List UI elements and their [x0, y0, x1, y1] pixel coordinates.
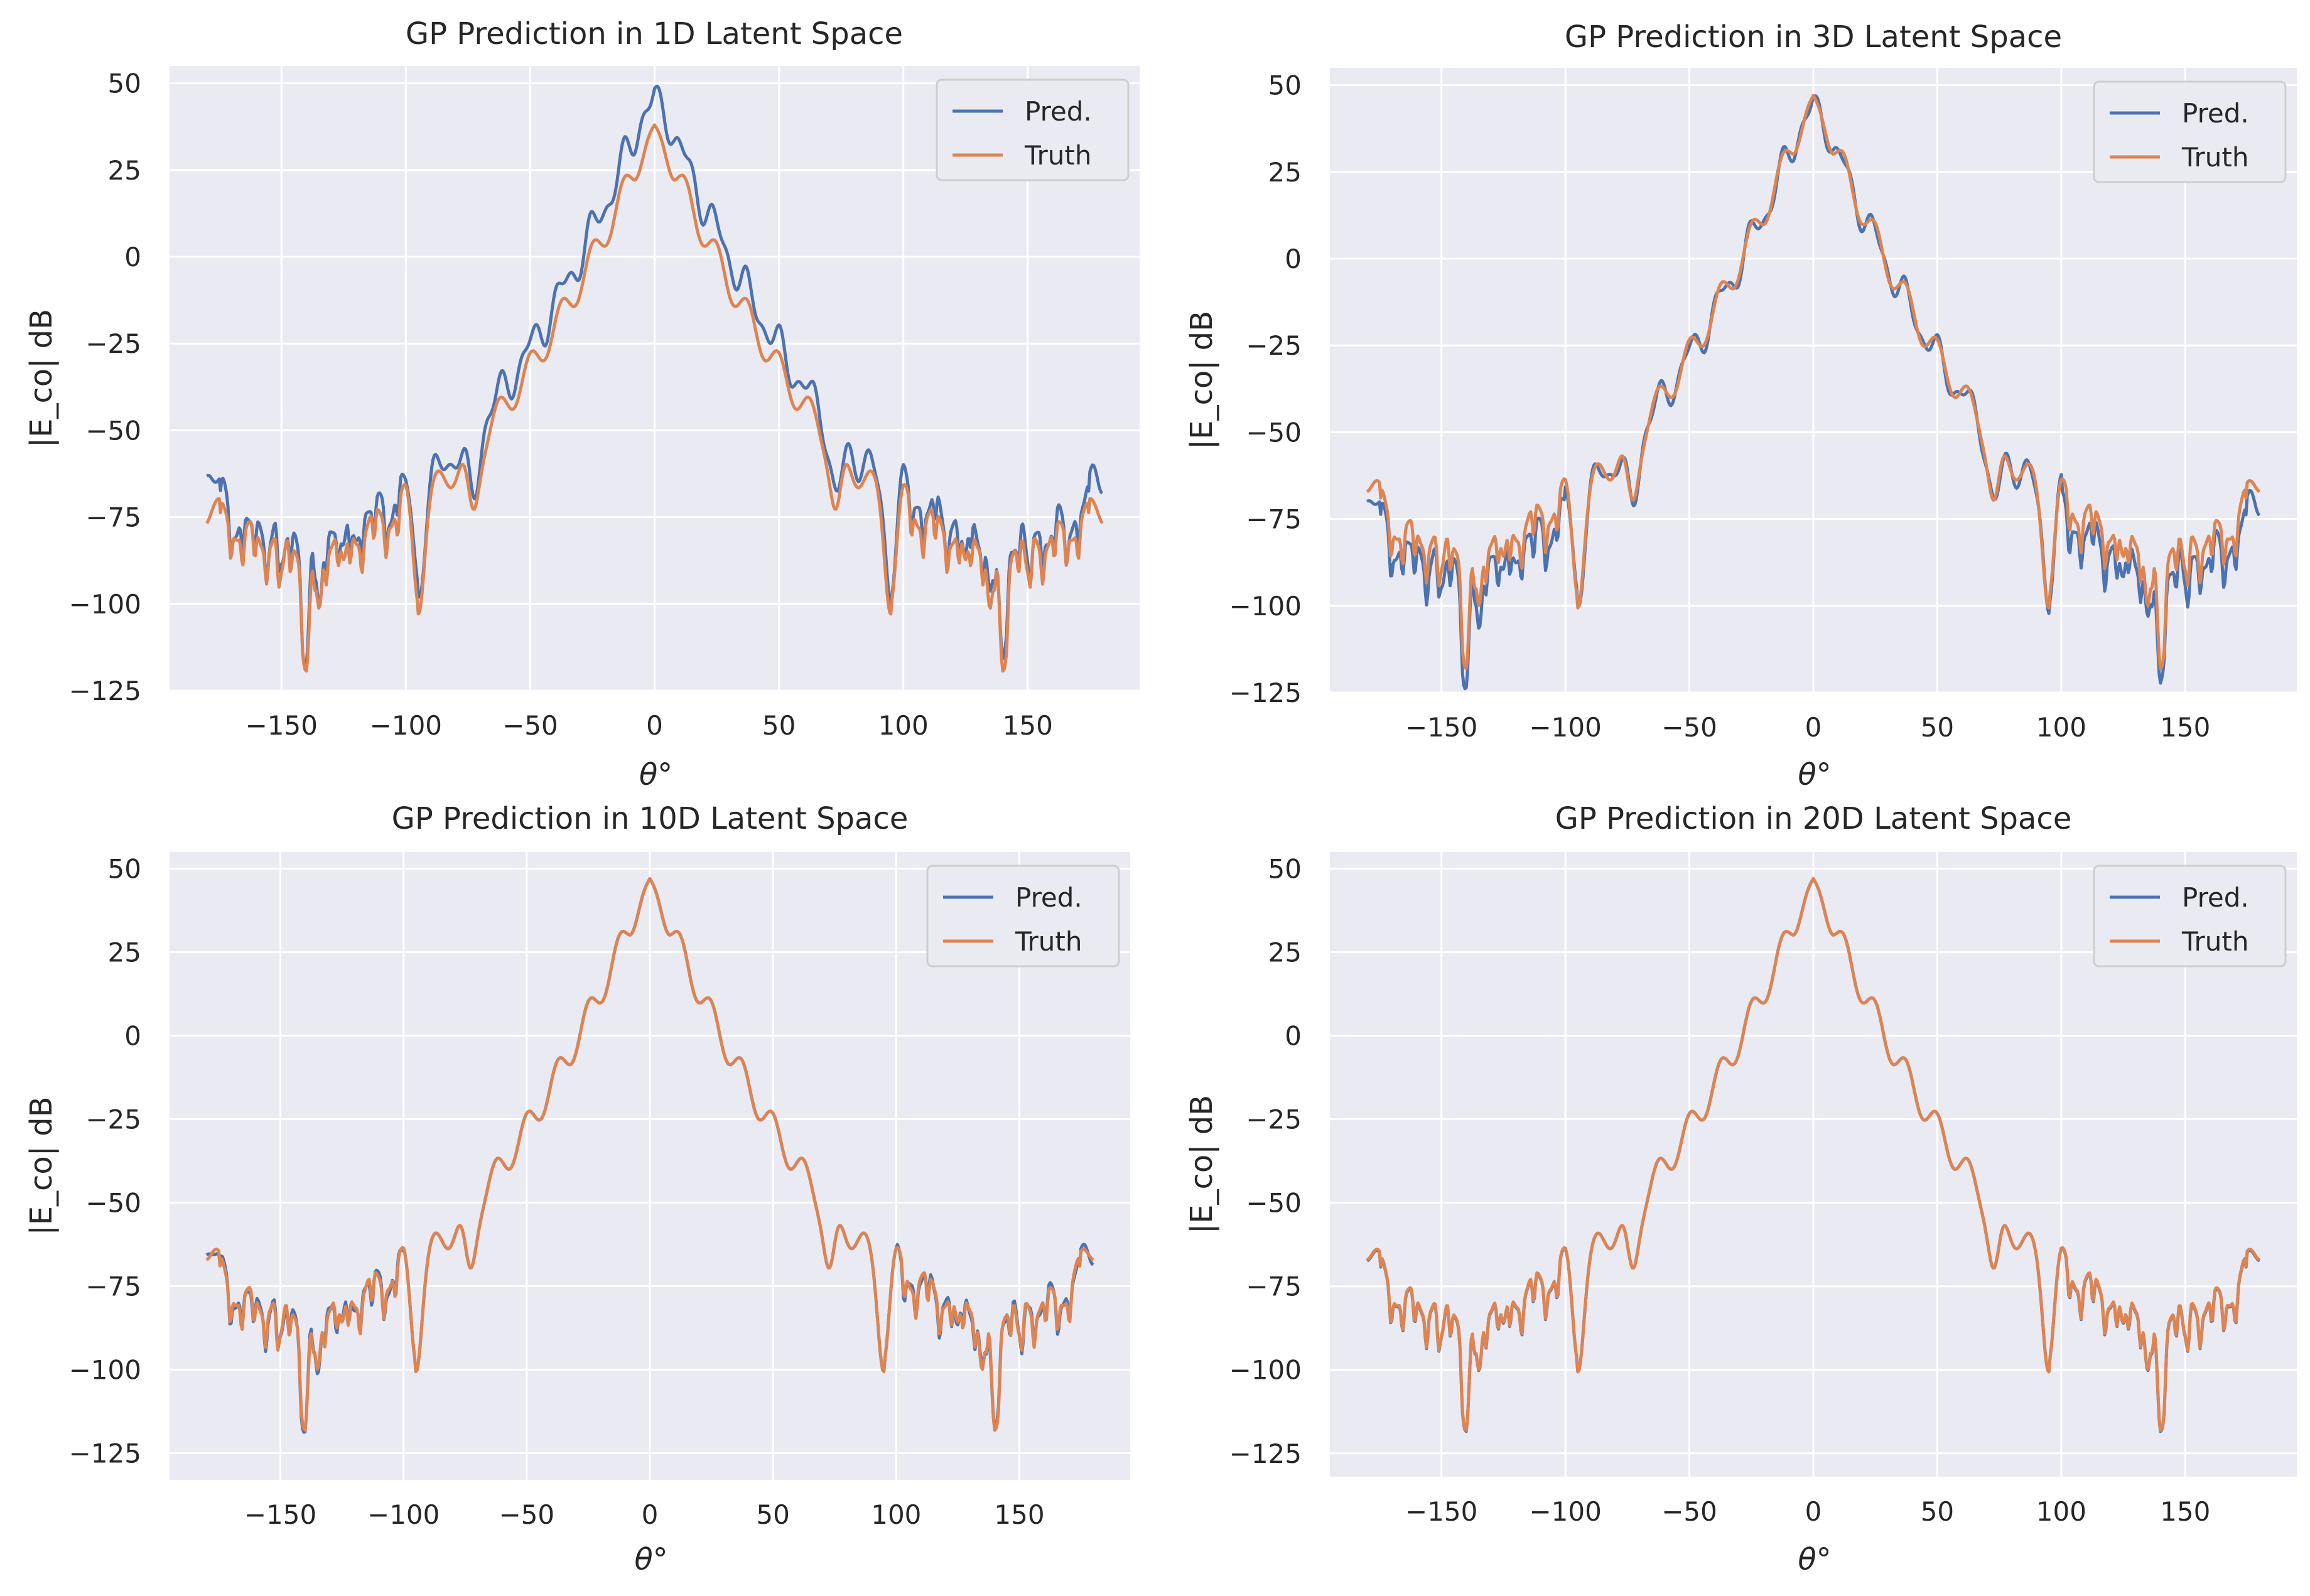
y-tick-label: 0	[124, 1021, 141, 1052]
y-tick-label: 25	[108, 155, 141, 186]
x-tick-label: −100	[367, 1499, 440, 1530]
y-tick-label: 50	[108, 68, 141, 99]
y-tick-label: 0	[124, 242, 141, 272]
x-tick-label: −100	[1529, 712, 1601, 743]
legend: Pred. Truth	[2093, 865, 2287, 968]
y-tick-label: −50	[1246, 417, 1302, 448]
y-axis-label: |E_co| dB	[24, 309, 59, 448]
x-axis-label: θ°	[634, 1542, 667, 1577]
chart-panel-1d: −150 −100 −50 0 50 100 150 −125 −100 −75 −50 −25 0 25…	[24, 16, 1140, 792]
y-tick-label: 25	[108, 937, 141, 968]
y-tick-label: −50	[85, 415, 141, 446]
y-tick-label: 50	[1268, 70, 1302, 101]
y-tick-label: −25	[85, 328, 141, 359]
y-tick-label: −25	[1246, 330, 1302, 361]
y-tick-label: −125	[69, 1438, 141, 1469]
y-tick-label: 50	[108, 854, 141, 885]
y-tick-label: 0	[1285, 244, 1302, 274]
chart-panel-20d: −150 −100 −50 0 50 100 150 −125 −100 −75 −50 −25 0 25…	[1184, 801, 2297, 1577]
x-tick-label: 0	[1805, 712, 1822, 743]
legend: Pred. Truth	[936, 78, 1130, 181]
y-tick-label: 0	[1285, 1021, 1302, 1052]
x-tick-label: −150	[244, 1499, 316, 1530]
chart-title: GP Prediction in 10D Latent Space	[392, 801, 909, 836]
x-tick-label: 150	[2160, 1496, 2210, 1527]
chart-title: GP Prediction in 1D Latent Space	[406, 16, 903, 51]
x-tick-label: 50	[756, 1499, 789, 1530]
x-tick-label: 0	[642, 1499, 659, 1530]
y-axis-label: |E_co| dB	[1184, 1095, 1219, 1234]
y-axis-label: |E_co| dB	[24, 1096, 59, 1235]
x-tick-label: −50	[502, 710, 558, 741]
legend: Pred. Truth	[926, 865, 1120, 968]
y-tick-label: −25	[1246, 1104, 1302, 1135]
x-tick-label: 100	[2036, 1496, 2086, 1527]
y-tick-label: −50	[85, 1188, 141, 1219]
legend-label-pred: Pred.	[2182, 98, 2249, 129]
chart-panel-10d: −150 −100 −50 0 50 100 150 −125 −100 −75 −50 −25 0 25…	[24, 801, 1130, 1577]
x-tick-label: 50	[762, 710, 796, 741]
x-tick-label: 150	[994, 1499, 1044, 1530]
legend-label-pred: Pred.	[2182, 882, 2249, 913]
x-tick-label: −50	[499, 1499, 555, 1530]
legend-label-truth: Truth	[2181, 926, 2248, 957]
y-tick-label: −75	[85, 1271, 141, 1302]
x-axis-label: θ°	[639, 757, 672, 792]
legend-label-truth: Truth	[1024, 140, 1091, 171]
legend-label-truth: Truth	[1015, 926, 1082, 957]
x-axis-label: θ°	[1798, 1542, 1831, 1577]
series-line-truth	[205, 877, 1094, 1432]
x-tick-label: −150	[246, 710, 318, 741]
y-tick-label: 25	[1268, 157, 1302, 188]
x-tick-label: −50	[1661, 712, 1717, 743]
x-tick-label: 0	[646, 710, 663, 741]
y-tick-label: −100	[69, 1354, 141, 1385]
chart-title: GP Prediction in 20D Latent Space	[1555, 801, 2072, 836]
x-tick-label: −150	[1405, 712, 1477, 743]
y-tick-label: −100	[69, 589, 141, 620]
x-tick-label: −50	[1661, 1496, 1717, 1527]
x-tick-label: 100	[2036, 712, 2086, 743]
y-axis-label: |E_co| dB	[1184, 311, 1219, 450]
x-tick-label: −100	[1529, 1496, 1601, 1527]
y-tick-label: −25	[85, 1104, 141, 1135]
x-tick-label: 100	[871, 1499, 921, 1530]
y-tick-label: −125	[69, 676, 141, 706]
y-tick-label: −75	[1246, 504, 1302, 535]
series-line-truth	[205, 123, 1104, 673]
legend-label-truth: Truth	[2181, 142, 2248, 173]
y-tick-label: −50	[1246, 1188, 1302, 1219]
x-tick-label: 150	[2160, 712, 2210, 743]
y-tick-label: 50	[1268, 854, 1302, 885]
series-line-truth	[1366, 94, 2261, 671]
x-axis-label: θ°	[1798, 757, 1831, 792]
chart-panel-3d: −150 −100 −50 0 50 100 150 −125 −100 −75 −50 −25 0 25…	[1184, 19, 2297, 792]
y-tick-label: −125	[1229, 1438, 1302, 1469]
x-tick-label: −150	[1405, 1496, 1477, 1527]
series-line-truth	[1366, 877, 2261, 1432]
y-tick-label: −100	[1229, 591, 1302, 622]
x-tick-label: 150	[1003, 710, 1053, 741]
legend-label-pred: Pred.	[1015, 882, 1082, 913]
x-tick-label: 50	[1921, 1496, 1954, 1527]
chart-title: GP Prediction in 3D Latent Space	[1565, 19, 2062, 55]
x-tick-label: −100	[370, 710, 442, 741]
x-tick-label: 100	[878, 710, 929, 741]
y-tick-label: −75	[85, 502, 141, 533]
x-tick-label: 50	[1921, 712, 1954, 743]
y-tick-label: −125	[1229, 677, 1302, 708]
x-tick-label: 0	[1805, 1496, 1822, 1527]
legend: Pred. Truth	[2093, 80, 2287, 183]
y-tick-label: 25	[1268, 937, 1302, 968]
y-tick-label: −75	[1246, 1271, 1302, 1302]
y-tick-label: −100	[1229, 1355, 1302, 1386]
legend-label-pred: Pred.	[1025, 96, 1092, 127]
